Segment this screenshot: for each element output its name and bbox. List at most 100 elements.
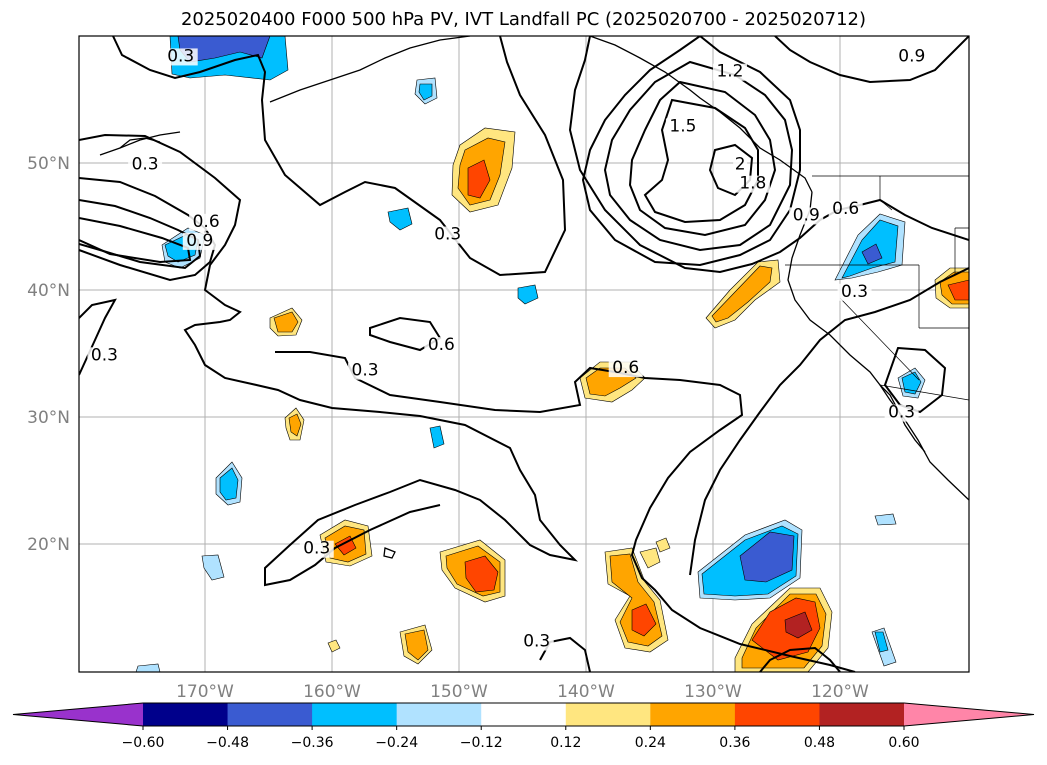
colorbar — [12, 702, 1035, 727]
contour-label-bg — [189, 213, 224, 231]
contour-label-bg — [348, 362, 383, 380]
negative-anomaly-area — [739, 531, 795, 583]
lat-tick-label: 50°N — [27, 154, 70, 174]
contour-label-bg — [163, 48, 198, 66]
contour-label: 0.3 — [523, 632, 550, 652]
positive-anomaly-area — [639, 547, 661, 569]
colorbar-tick-label: 0.36 — [719, 735, 750, 751]
lon-tick-label: 120°W — [811, 682, 869, 702]
positive-anomaly-area — [467, 159, 491, 199]
colorbar-tick-label: 0.48 — [804, 735, 835, 751]
contour-label: 0.3 — [303, 539, 330, 559]
contour-labels: 0.30.30.60.90.30.30.60.3 0.60.30.31.21.52… — [87, 46, 929, 652]
contour-label-bg — [424, 337, 459, 355]
contour-label: 0.3 — [434, 225, 461, 245]
colorbar-bin — [819, 703, 905, 726]
colorbar-tick-label: 0.24 — [635, 735, 666, 751]
contour-label: 0.3 — [91, 345, 118, 365]
contour-label-bg — [735, 175, 770, 193]
contour-label: 0.6 — [832, 199, 859, 219]
lat-tick-label: 20°N — [27, 535, 70, 555]
contour-label-bg — [712, 63, 747, 81]
contour-label: 0.3 — [352, 361, 379, 381]
positive-anomaly-area — [784, 611, 813, 639]
contour-label: 0.6 — [193, 212, 220, 232]
lat-tick-label: 40°N — [27, 281, 70, 301]
contour-label: 0.3 — [132, 155, 159, 175]
positive-anomaly-area — [631, 603, 657, 637]
negative-anomaly-area — [219, 467, 239, 501]
contour-label-bg — [894, 48, 929, 66]
colorbar-tick-label: −0.48 — [206, 735, 249, 751]
pv-contours — [79, 36, 969, 672]
positive-anomaly-area — [947, 279, 969, 301]
colorbar-tick-label: 0.60 — [888, 735, 919, 751]
lat-tick-label: 30°N — [27, 408, 70, 428]
contour-label-bg — [519, 633, 554, 651]
colorbar-bin — [227, 703, 313, 726]
positive-anomaly-area — [288, 413, 302, 437]
contour-label-bg — [299, 540, 334, 558]
contour-label-bg — [430, 226, 465, 244]
positive-anomaly-area — [711, 265, 773, 323]
positive-anomaly-area — [655, 537, 671, 553]
chart-title: 2025020400 F000 500 hPa PV, IVT Landfall… — [180, 9, 867, 30]
negative-anomaly-area — [387, 207, 413, 231]
contour-label: 0.9 — [186, 231, 213, 251]
contour-label: 0.6 — [612, 358, 639, 378]
positive-anomaly-area — [464, 555, 499, 593]
contour-label-bg — [665, 118, 700, 136]
colorbar-bin — [481, 703, 567, 726]
contour-label-bg — [828, 201, 863, 219]
contour-label: 1.5 — [669, 116, 696, 136]
colorbar-extend-max — [904, 703, 1034, 726]
contour-label-bg — [128, 156, 163, 174]
contour-label: 2 — [735, 155, 746, 175]
contour-label-bg — [733, 156, 748, 174]
negative-anomaly-area — [429, 425, 445, 449]
negative-anomaly-area — [418, 83, 433, 101]
positive-anomaly-area — [327, 639, 341, 653]
contour-label: 0.9 — [898, 46, 925, 66]
positive-anomaly-area — [273, 311, 299, 333]
contour-label-bg — [789, 207, 824, 225]
negative-anomaly-area — [201, 554, 225, 581]
positive-anomaly-area — [404, 629, 429, 661]
colorbar-tick-label: −0.24 — [375, 735, 418, 751]
lon-tick-label: 140°W — [557, 682, 615, 702]
contour-label: 0.3 — [888, 403, 915, 423]
colorbar-labels: −0.60 −0.48 −0.36 −0.24 −0.12 0.12 0.24 0.36 0.4… — [122, 726, 920, 751]
negative-anomaly-area — [135, 663, 161, 672]
contour-label: 1.2 — [716, 62, 743, 82]
negative-anomaly-area — [874, 513, 897, 526]
contour-label: 0.9 — [793, 205, 820, 225]
colorbar-extend-min — [13, 703, 143, 726]
contour-label: 0.3 — [841, 282, 868, 302]
contour-label-bg — [87, 347, 122, 365]
contour-label-bg — [837, 283, 872, 301]
shaded-anomalies — [135, 36, 969, 672]
contour-label-bg — [182, 232, 217, 250]
colorbar-tick-label: −0.12 — [460, 735, 503, 751]
colorbar-bin — [650, 703, 736, 726]
lon-tick-label: 160°W — [303, 682, 361, 702]
colorbar-bin — [565, 703, 651, 726]
lat-tick-labels: 50°N 40°N 30°N 20°N — [27, 154, 70, 555]
contour-label-bg — [884, 404, 919, 422]
borders — [785, 175, 969, 401]
lon-tick-labels: 170°W 160°W 150°W 140°W 130°W 120°W — [176, 682, 869, 702]
lon-tick-label: 170°W — [176, 682, 234, 702]
contour-label-bg — [608, 360, 643, 378]
lon-tick-label: 130°W — [684, 682, 742, 702]
colorbar-tick-label: −0.36 — [291, 735, 334, 751]
colorbar-bin — [396, 703, 482, 726]
map-frame — [78, 35, 970, 673]
negative-anomaly-area — [861, 243, 883, 265]
colorbar-bin — [734, 703, 820, 726]
coastlines — [99, 36, 969, 559]
lon-tick-label: 150°W — [430, 682, 488, 702]
negative-anomaly-area — [517, 284, 539, 305]
colorbar-tick-label: 0.12 — [550, 735, 581, 751]
colorbar-bin — [312, 703, 398, 726]
